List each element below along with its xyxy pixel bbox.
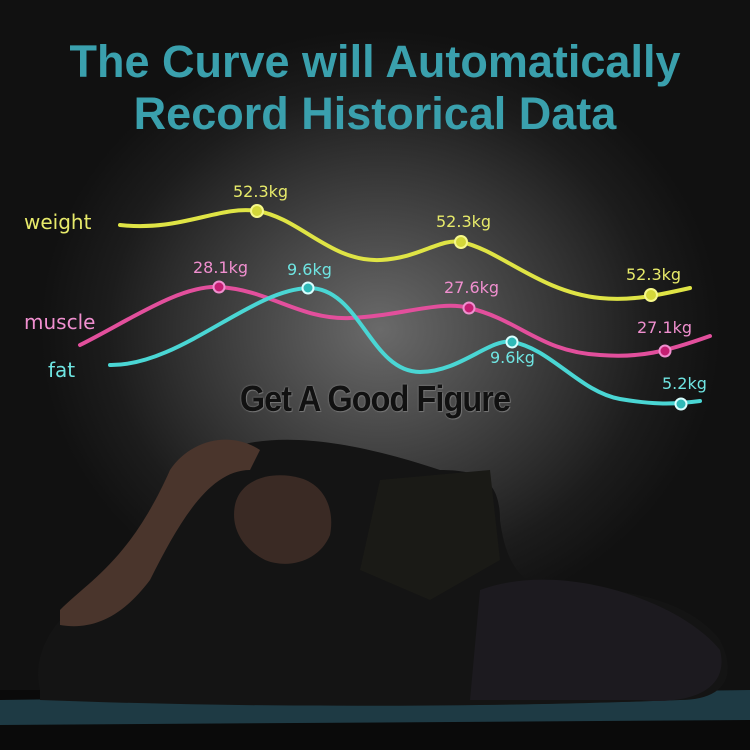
muscle-point — [462, 301, 476, 315]
series-label-weight: weight — [24, 210, 92, 234]
slogan: Get A Good Figure — [239, 378, 511, 419]
fat-point — [301, 281, 315, 295]
muscle-point — [212, 280, 226, 294]
weight-value-label: 52.3kg — [233, 182, 289, 201]
weight-value-label: 52.3kg — [626, 265, 682, 284]
fat-point — [674, 397, 688, 411]
muscle-value-label: 28.1kg — [193, 258, 249, 277]
muscle-value-label: 27.1kg — [637, 318, 693, 337]
muscle-point — [658, 344, 672, 358]
fat-value-label: 9.6kg — [287, 260, 332, 279]
fat-value-label: 5.2kg — [662, 374, 707, 393]
series-label-fat: fat — [48, 358, 76, 382]
weight-curve — [118, 208, 692, 301]
fat-curve — [108, 285, 702, 406]
weight-point — [644, 288, 658, 302]
headline-line-1: The Curve will Automatically — [69, 36, 681, 87]
headline-line-2: Record Historical Data — [133, 88, 617, 139]
fat-point — [505, 335, 519, 349]
weight-point — [250, 204, 264, 218]
muscle-value-label: 27.6kg — [444, 278, 500, 297]
weight-point — [454, 235, 468, 249]
fat-value-label: 9.6kg — [490, 348, 535, 367]
weight-value-label: 52.3kg — [436, 212, 492, 231]
yoga-woman-photo — [0, 439, 750, 750]
series-label-muscle: muscle — [24, 310, 96, 334]
muscle-curve — [78, 284, 712, 358]
